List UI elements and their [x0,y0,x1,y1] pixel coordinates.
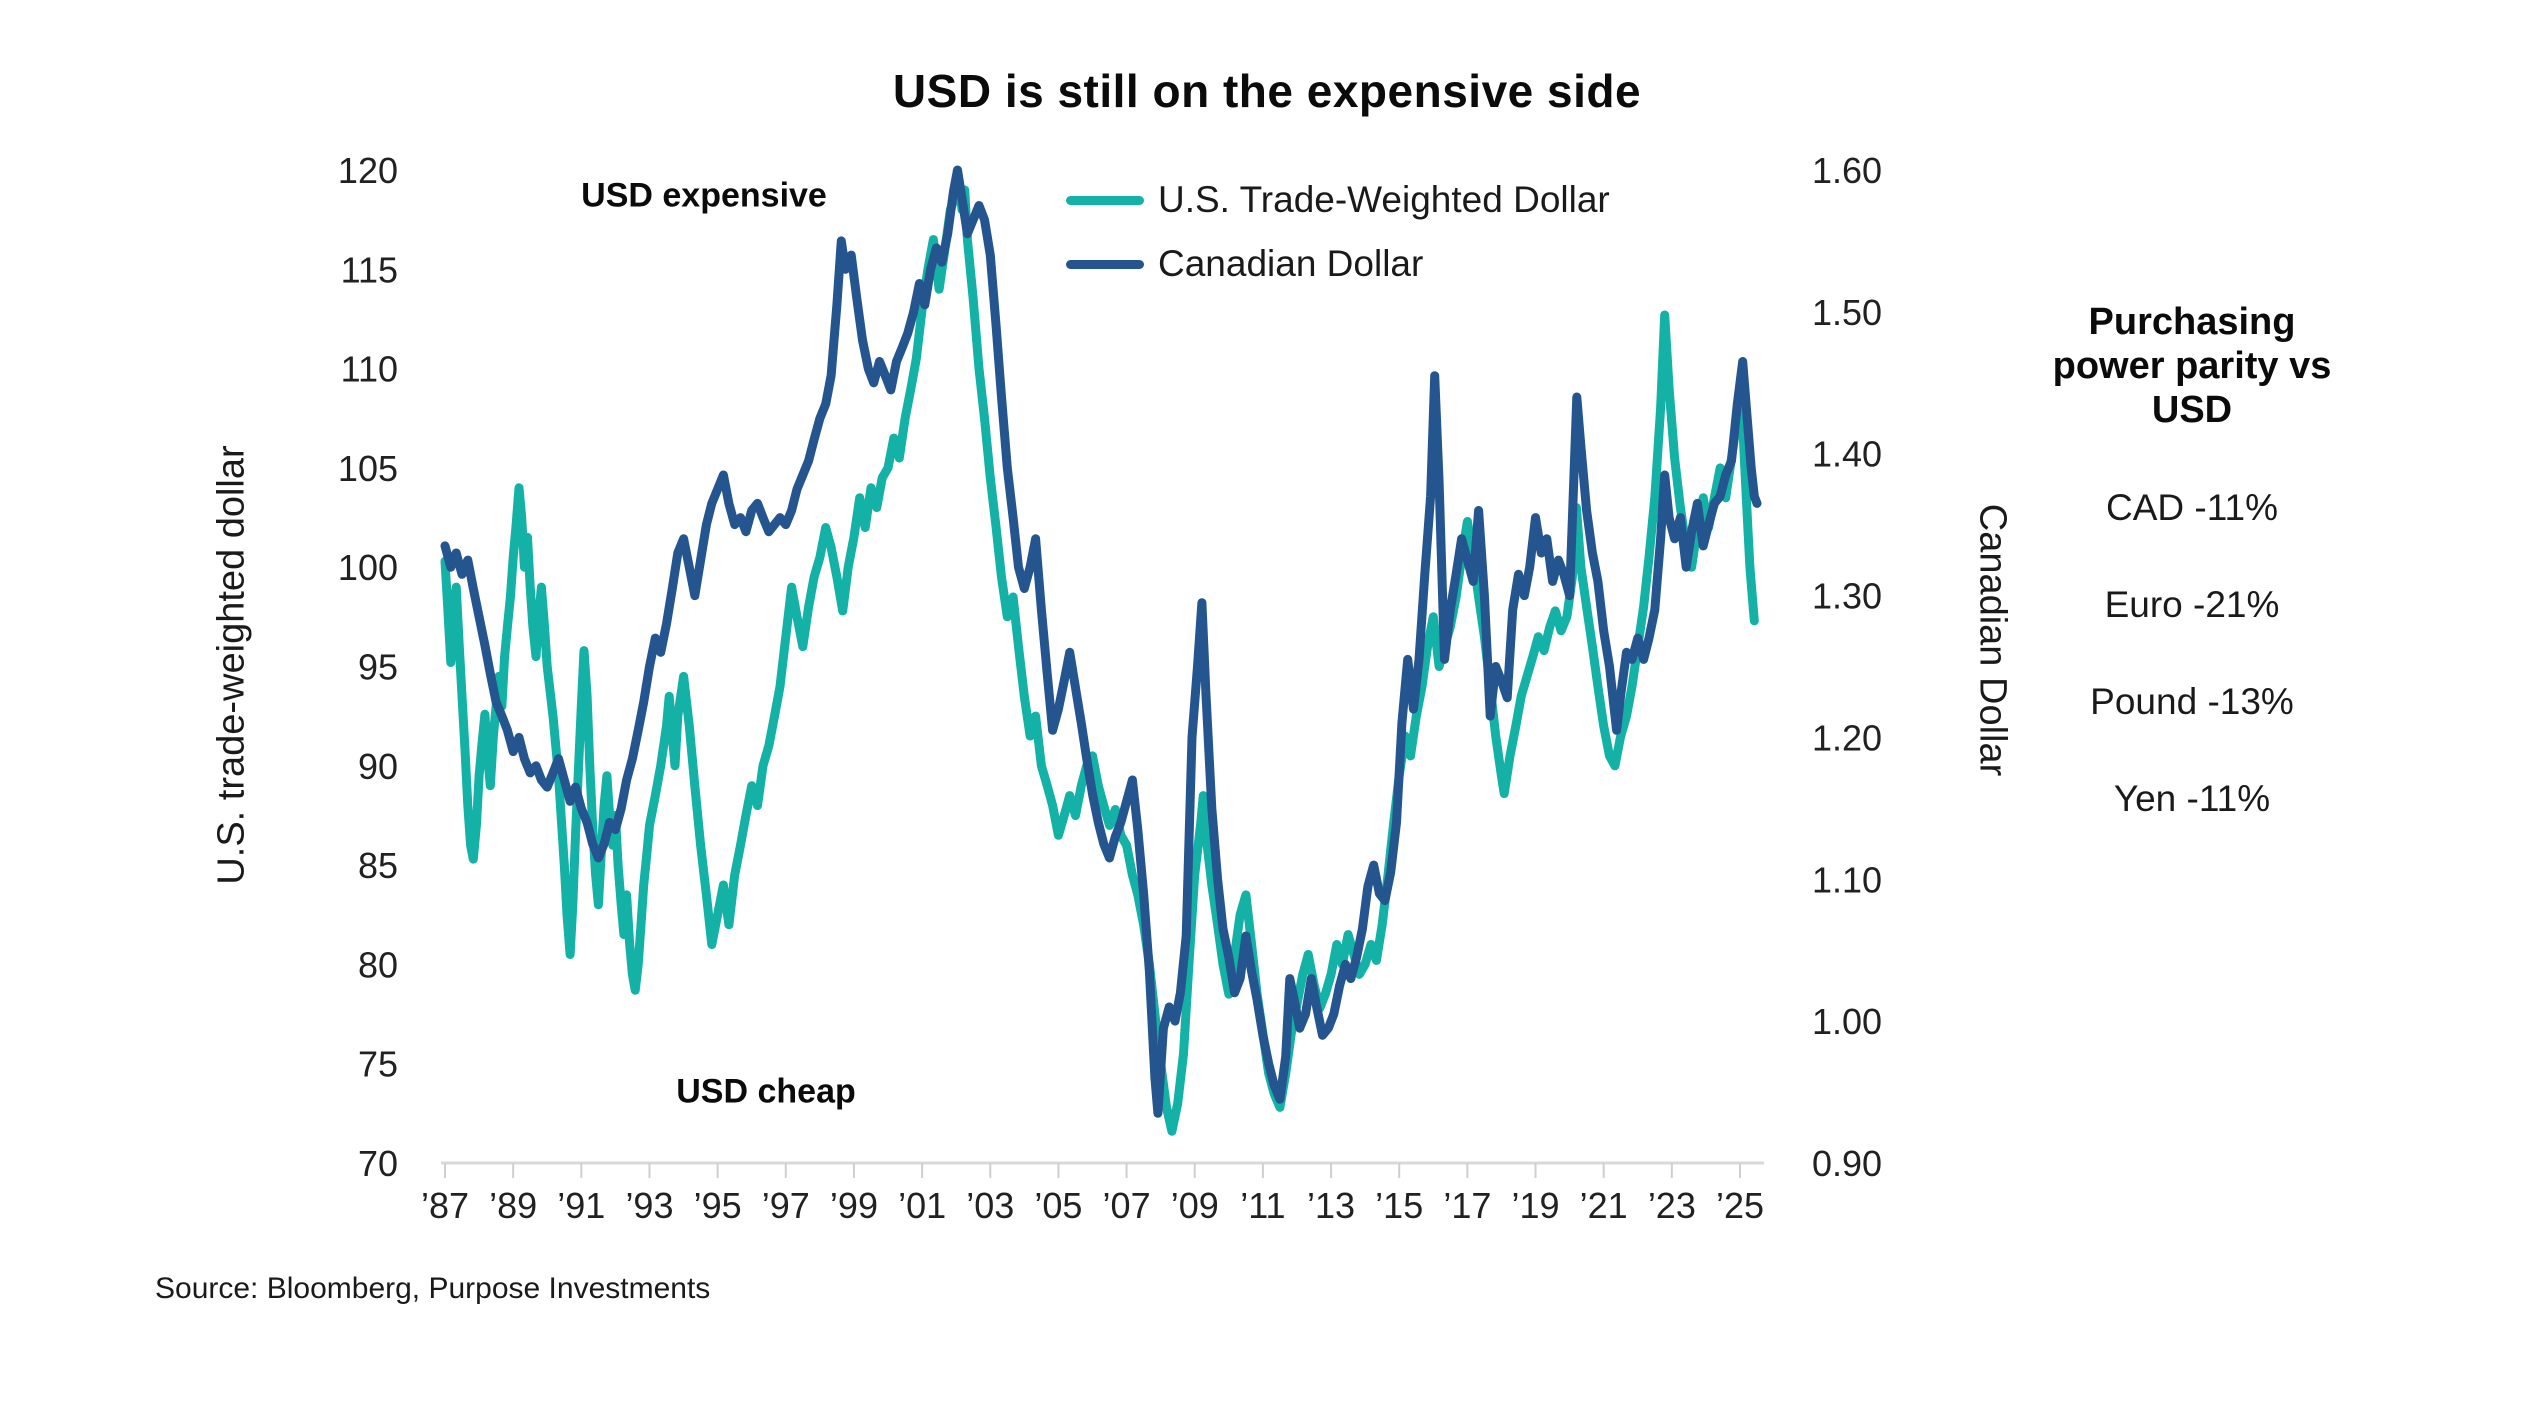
series-line-canadian-dollar [440,165,1762,1118]
legend-item-us-trade-weighted-dollar: U.S. Trade-Weighted Dollar [1066,168,1610,232]
x-tick-label: ’21 [1580,1185,1628,1226]
legend-label: Canadian Dollar [1158,243,1424,284]
legend-label: U.S. Trade-Weighted Dollar [1158,179,1610,220]
y-tick-label-left: 115 [341,249,398,290]
ppp-item-euro: Euro -21% [2104,584,2280,625]
annotation-usd-cheap: USD cheap [676,1072,856,1111]
page-title: USD is still on the expensive side [892,65,1642,117]
y-tick-label-right: 1.40 [1812,434,1882,475]
y-tick-label-left: 85 [358,845,398,886]
annotation-usd-expensive: USD expensive [581,176,827,215]
legend-item-canadian-dollar: Canadian Dollar [1066,232,1610,296]
x-tick-label: ’07 [1103,1185,1151,1226]
y-tick-label-right: 1.20 [1812,717,1882,758]
x-tick-label: ’97 [762,1185,810,1226]
y-tick-label-right: 1.30 [1812,576,1882,617]
ppp-heading-line: Purchasing [2088,301,2296,343]
legend-swatch-teal-line-icon [1066,195,1144,205]
x-tick-label: ’19 [1512,1185,1560,1226]
x-tick-label: ’15 [1375,1185,1423,1226]
ppp-panel-heading: Purchasing power parity vs USD [1982,300,2402,432]
ppp-panel: Purchasing power parity vs USD CAD -11% … [1982,300,2402,820]
x-tick-label: ’11 [1240,1185,1285,1226]
ppp-heading-line: USD [2151,389,2233,431]
x-tick-label: ’13 [1307,1185,1355,1226]
x-tick-label: ’25 [1716,1185,1764,1226]
x-tick-label: ’87 [421,1185,469,1226]
x-tick-label: ’03 [966,1185,1014,1226]
y-tick-label-left: 80 [358,944,398,985]
x-tick-label: ’01 [898,1185,946,1226]
x-tick-label: ’09 [1171,1185,1219,1226]
chart-legend: U.S. Trade-Weighted Dollar Canadian Doll… [1066,168,1610,296]
x-tick-label: ’23 [1648,1185,1696,1226]
x-tick-label: ’05 [1034,1185,1082,1226]
ppp-heading-line: power parity vs [2052,345,2332,387]
series-line-u-s-trade-weighted-dollar [440,175,1759,1136]
ppp-item-pound: Pound -13% [2090,681,2294,722]
x-tick-label: ’93 [625,1185,673,1226]
y-tick-label-right: 1.10 [1812,859,1882,900]
ppp-item-yen: Yen -11% [2113,778,2271,819]
y-tick-label-left: 100 [338,547,398,588]
y-tick-label-right: 1.50 [1812,292,1882,333]
left-axis-title: U.S. trade-weighted dollar [210,445,253,885]
y-tick-label-right: 1.60 [1812,150,1882,191]
legend-swatch-navy-line-icon [1066,259,1144,269]
y-tick-label-right: 1.00 [1812,1001,1882,1042]
y-tick-label-left: 90 [358,746,398,787]
y-tick-label-left: 120 [338,150,398,191]
ppp-item-cad: CAD -11% [2105,487,2279,528]
x-tick-label: ’95 [694,1185,742,1226]
source-note: Source: Bloomberg, Purpose Investments [155,1272,711,1305]
x-tick-label: ’91 [557,1185,605,1226]
y-tick-label-right: 0.90 [1812,1143,1882,1184]
x-tick-label: ’99 [830,1185,878,1226]
y-tick-label-left: 75 [358,1044,398,1085]
y-tick-label-left: 105 [338,448,398,489]
x-tick-label: ’17 [1443,1185,1491,1226]
y-tick-label-left: 95 [358,647,398,688]
x-tick-label: ’89 [489,1185,537,1226]
y-tick-label-left: 70 [358,1143,398,1184]
y-tick-label-left: 110 [341,349,398,390]
